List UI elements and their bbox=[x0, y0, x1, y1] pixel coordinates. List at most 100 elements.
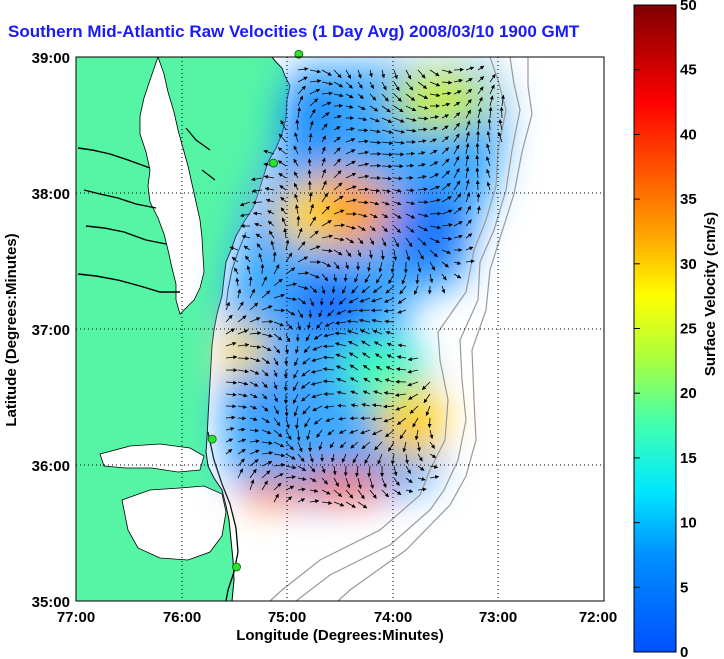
velocity-arrow bbox=[357, 117, 368, 122]
velocity-arrow bbox=[417, 261, 422, 273]
velocity-arrow bbox=[381, 489, 389, 498]
velocity-arrow bbox=[370, 308, 383, 313]
velocity-arrow bbox=[405, 69, 412, 80]
velocity-arrow bbox=[333, 69, 342, 79]
velocity-arrow bbox=[284, 405, 289, 417]
velocity-arrow bbox=[393, 176, 403, 181]
velocity-arrow bbox=[417, 105, 429, 110]
velocity-arrow bbox=[336, 377, 347, 383]
velocity-arrow bbox=[333, 237, 345, 242]
colorbar-tick-label: 25 bbox=[680, 321, 697, 338]
velocity-arrow bbox=[297, 95, 304, 107]
velocity-arrow bbox=[237, 343, 250, 347]
velocity-arrow bbox=[393, 477, 400, 486]
velocity-vectors bbox=[225, 65, 505, 509]
velocity-arrow bbox=[369, 117, 380, 123]
velocity-arrow bbox=[273, 381, 278, 390]
velocity-arrow bbox=[334, 331, 347, 336]
velocity-arrow bbox=[358, 318, 371, 323]
velocity-arrow bbox=[341, 285, 347, 294]
velocity-arrow bbox=[258, 253, 263, 263]
velocity-arrow bbox=[486, 130, 491, 143]
velocity-arrow bbox=[225, 355, 238, 360]
velocity-arrow bbox=[417, 93, 429, 99]
velocity-arrow bbox=[225, 415, 236, 420]
velocity-arrow bbox=[405, 93, 416, 101]
velocity-arrow bbox=[453, 144, 460, 155]
velocity-arrow bbox=[267, 210, 275, 215]
velocity-arrow bbox=[309, 465, 316, 473]
velocity-arrow bbox=[441, 136, 449, 143]
velocity-arrow bbox=[261, 319, 274, 324]
velocity-arrow bbox=[357, 237, 364, 245]
velocity-arrow bbox=[297, 309, 304, 319]
velocity-arrow bbox=[339, 441, 347, 449]
velocity-arrow bbox=[229, 246, 239, 251]
velocity-arrow bbox=[322, 367, 335, 372]
velocity-arrow bbox=[312, 345, 323, 351]
velocity-arrow bbox=[369, 477, 374, 489]
velocity-arrow bbox=[375, 365, 383, 371]
velocity-arrow bbox=[425, 405, 431, 416]
velocity-arrow bbox=[281, 217, 287, 227]
velocity-arrow bbox=[465, 179, 470, 191]
velocity-arrow bbox=[369, 140, 382, 145]
velocity-arrow bbox=[329, 441, 335, 449]
velocity-arrow bbox=[348, 352, 359, 359]
velocity-arrow bbox=[345, 160, 356, 167]
velocity-arrow bbox=[401, 273, 407, 285]
velocity-arrow bbox=[486, 143, 491, 155]
velocity-arrow bbox=[357, 213, 368, 218]
velocity-arrow bbox=[368, 69, 373, 78]
velocity-arrow bbox=[321, 220, 332, 227]
velocity-arrow bbox=[295, 417, 299, 430]
velocity-arrow bbox=[297, 271, 310, 276]
velocity-arrow bbox=[359, 297, 371, 303]
velocity-arrow bbox=[405, 117, 417, 122]
velocity-arrow bbox=[307, 158, 312, 167]
velocity-arrow bbox=[321, 168, 326, 179]
velocity-arrow bbox=[453, 180, 461, 191]
velocity-arrow bbox=[417, 213, 429, 218]
velocity-arrow bbox=[429, 211, 442, 216]
velocity-arrow bbox=[349, 377, 359, 383]
velocity-arrow bbox=[301, 393, 311, 402]
velocity-arrow bbox=[297, 227, 303, 239]
velocity-arrow bbox=[225, 426, 235, 431]
velocity-arrow bbox=[441, 91, 452, 96]
velocity-arrow bbox=[405, 465, 411, 474]
velocity-arrow bbox=[372, 403, 383, 408]
velocity-arrow bbox=[309, 230, 319, 239]
velocity-arrow bbox=[323, 333, 335, 338]
velocity-arrow bbox=[297, 76, 308, 83]
velocity-arrow bbox=[374, 377, 383, 383]
x-tick-label: 74:00 bbox=[374, 609, 412, 626]
y-tick-label: 35:00 bbox=[32, 594, 70, 611]
velocity-arrow bbox=[397, 297, 407, 304]
velocity-arrow bbox=[377, 453, 383, 465]
velocity-arrow bbox=[393, 225, 401, 233]
velocity-arrow bbox=[381, 188, 391, 193]
velocity-arrow bbox=[357, 174, 370, 179]
colorbar-tick-label: 15 bbox=[680, 450, 697, 467]
velocity-arrow bbox=[367, 465, 372, 478]
velocity-arrow bbox=[297, 477, 307, 481]
velocity-arrow bbox=[263, 174, 275, 179]
velocity-arrow bbox=[273, 278, 283, 287]
velocity-arrow bbox=[429, 149, 438, 155]
velocity-arrow bbox=[349, 364, 359, 371]
velocity-arrow bbox=[251, 177, 263, 182]
velocity-arrow bbox=[417, 127, 428, 132]
velocity-arrow bbox=[429, 161, 439, 167]
velocity-arrow bbox=[347, 309, 359, 314]
velocity-arrow bbox=[285, 465, 297, 470]
velocity-arrow bbox=[355, 465, 360, 478]
colorbar-tick-label: 45 bbox=[680, 62, 697, 79]
velocity-arrow bbox=[357, 200, 369, 205]
velocity-arrow bbox=[285, 417, 290, 429]
velocity-arrow bbox=[321, 101, 332, 107]
velocity-arrow bbox=[309, 203, 314, 215]
velocity-arrow bbox=[309, 488, 319, 493]
colorbar-tick-label: 20 bbox=[680, 385, 697, 402]
velocity-arrow bbox=[429, 198, 441, 203]
